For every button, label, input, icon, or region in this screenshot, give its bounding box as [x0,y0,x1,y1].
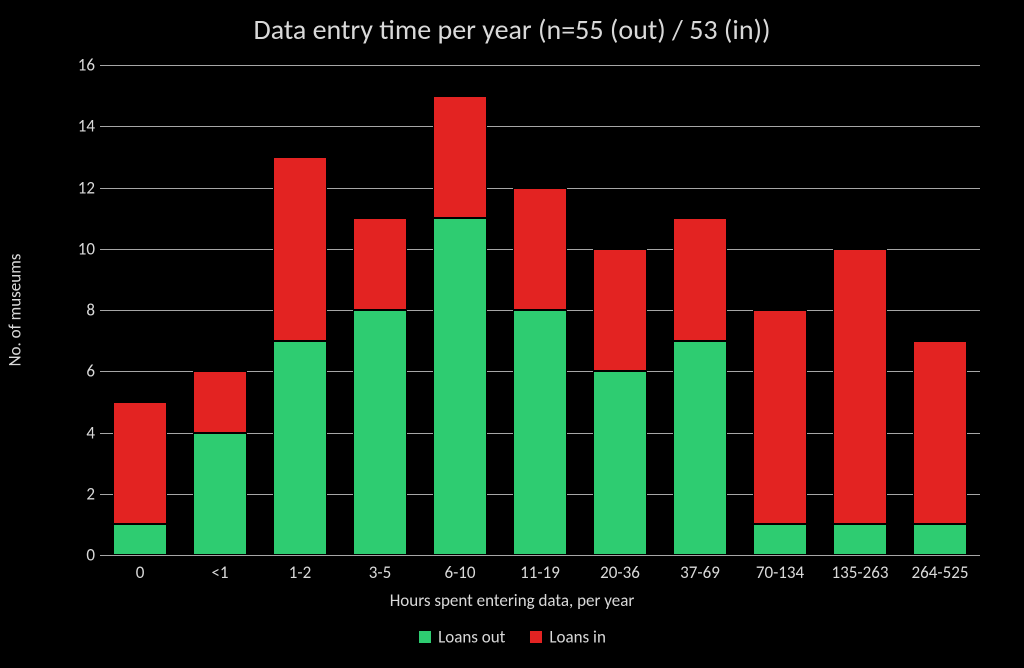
y-tick-label: 8 [70,300,95,321]
bar-segment-loans-in [433,96,487,219]
y-axis-label: No. of museums [5,254,26,367]
legend-item: Loans out [418,625,505,647]
legend-swatch [418,630,432,644]
y-tick-label: 14 [70,116,95,137]
legend-swatch [529,630,543,644]
legend-item: Loans in [529,625,606,647]
x-tick-label: 6-10 [444,562,475,583]
y-tick-label: 0 [70,545,95,566]
x-tick-label: 1-2 [289,562,311,583]
bar-segment-loans-in [833,249,887,525]
bar-segment-loans-in [913,341,967,525]
bar-group [833,249,887,555]
gridline [100,65,980,66]
legend: Loans out Loans in [0,625,1024,647]
x-tick-label: 3-5 [369,562,391,583]
bar-segment-loans-in [593,249,647,372]
bar-segment-loans-out [673,341,727,555]
y-tick-label: 6 [70,361,95,382]
bar-segment-loans-out [193,433,247,556]
x-axis-label: Hours spent entering data, per year [0,590,1024,611]
bar-segment-loans-in [273,157,327,341]
bar-group [593,249,647,555]
bar-segment-loans-out [433,218,487,555]
bar-segment-loans-out [513,310,567,555]
y-tick-label: 4 [70,422,95,443]
bar-group [753,310,807,555]
x-tick-label: 11-19 [520,562,560,583]
gridline [100,126,980,127]
bar-segment-loans-in [193,371,247,432]
y-tick-label: 16 [70,55,95,76]
chart-container: Data entry time per year (n=55 (out) / 5… [0,0,1024,668]
x-tick-label: 135-263 [832,562,889,583]
x-tick-label: 20-36 [600,562,640,583]
bar-group [113,402,167,555]
x-tick-label: 70-134 [756,562,804,583]
bar-segment-loans-in [513,188,567,311]
bar-group [913,341,967,555]
bar-segment-loans-out [273,341,327,555]
bar-segment-loans-in [673,218,727,341]
y-tick-label: 12 [70,177,95,198]
bar-group [433,96,487,555]
bar-group [673,218,727,555]
bar-group [273,157,327,555]
bar-segment-loans-in [353,218,407,310]
bar-segment-loans-out [113,524,167,555]
x-tick-label: 264-525 [912,562,969,583]
legend-label: Loans out [438,626,505,647]
plot-area [100,65,980,555]
bar-group [193,371,247,555]
chart-title: Data entry time per year (n=55 (out) / 5… [0,12,1024,47]
bar-segment-loans-out [753,524,807,555]
gridline [100,555,980,556]
bar-group [353,218,407,555]
bar-segment-loans-out [833,524,887,555]
x-tick-label: <1 [211,562,228,583]
y-tick-label: 10 [70,238,95,259]
x-tick-label: 37-69 [680,562,720,583]
bar-segment-loans-in [753,310,807,524]
legend-label: Loans in [549,626,606,647]
bar-segment-loans-in [113,402,167,525]
bar-segment-loans-out [353,310,407,555]
bar-segment-loans-out [593,371,647,555]
y-tick-label: 2 [70,483,95,504]
bar-group [513,188,567,556]
bar-segment-loans-out [913,524,967,555]
x-tick-label: 0 [136,562,145,583]
